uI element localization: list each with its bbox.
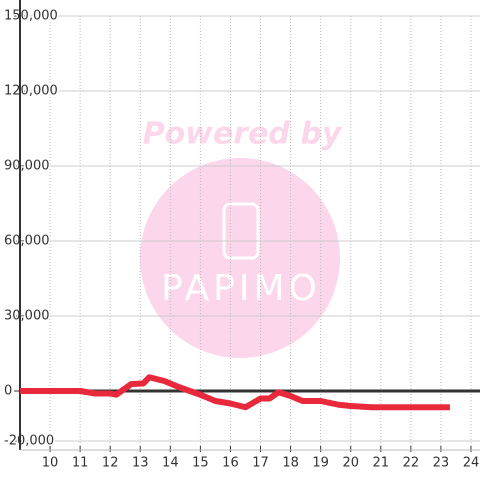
x-tick-label: 14 (162, 456, 179, 471)
x-tick-label: 16 (222, 456, 239, 471)
data-line (20, 374, 450, 411)
x-tick-label: 24 (463, 456, 480, 471)
x-tick-label: 23 (433, 456, 450, 471)
x-tick-label: 17 (252, 456, 269, 471)
x-tick-label: 22 (403, 456, 420, 471)
x-tick-label: 10 (42, 456, 59, 471)
x-tick-label: 11 (72, 456, 89, 471)
watermark-title: Powered by (143, 117, 343, 152)
x-tick-label: 18 (282, 456, 299, 471)
y-tick-label: 0 (4, 384, 12, 399)
y-tick-label: 90,000 (4, 159, 50, 174)
y-tick-label: -20,000 (4, 434, 54, 449)
y-tick-label: 150,000 (4, 9, 58, 24)
x-tick-label: 21 (373, 456, 390, 471)
x-tick-label: 15 (192, 456, 209, 471)
x-tick-label: 20 (342, 456, 359, 471)
x-tick-label: 13 (132, 456, 149, 471)
x-tick-label: 12 (102, 456, 119, 471)
y-tick-label: 30,000 (4, 309, 50, 324)
y-tick-label: 60,000 (4, 234, 50, 249)
watermark-brand: PAPIMO (161, 268, 321, 309)
watermark-icon (222, 202, 260, 260)
x-tick-label: 19 (312, 456, 329, 471)
y-tick-label: 120,000 (4, 84, 58, 99)
